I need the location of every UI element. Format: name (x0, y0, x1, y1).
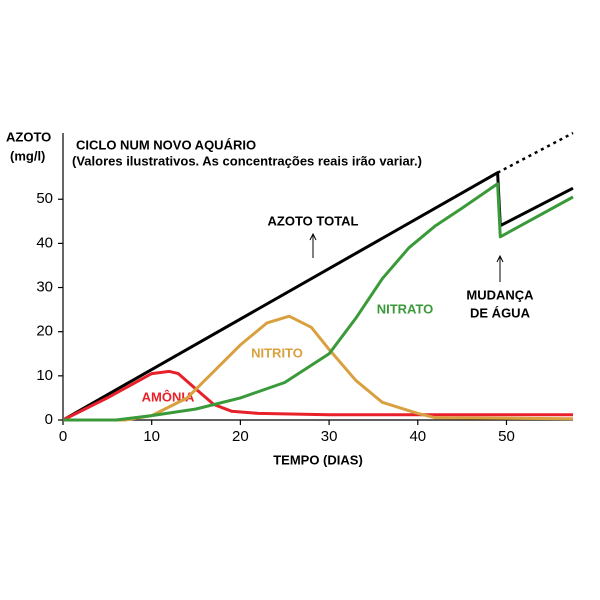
x-tick-label: 40 (409, 428, 426, 445)
annotation: DE ÁGUA (470, 305, 531, 320)
y-axis-label: AZOTO (6, 129, 51, 144)
series-line (62, 369, 573, 422)
y-tick-label: 50 (36, 190, 53, 207)
series-line (63, 314, 574, 422)
series-label: NITRATO (377, 301, 434, 316)
y-tick-label: 20 (36, 323, 53, 340)
series-line (497, 131, 574, 174)
x-tick-label: 10 (143, 428, 160, 445)
x-tick-label: 20 (232, 428, 249, 445)
x-tick-label: 30 (321, 428, 338, 445)
annotation: MUDANÇA (466, 287, 534, 302)
x-tick-label: 0 (59, 428, 67, 445)
y-tick-label: 0 (45, 411, 53, 428)
y-tick-label: 30 (36, 279, 53, 296)
series-label: NITRITO (251, 345, 303, 360)
x-axis-label: TEMPO (DIAS) (273, 452, 363, 467)
arrow (309, 232, 504, 282)
chart-title: CICLO NUM NOVO AQUÁRIO (76, 137, 256, 152)
chart-subtitle: (Valores ilustrativos. As concentrações … (72, 153, 422, 168)
x-tick-label: 50 (498, 428, 515, 445)
y-axis-label: (mg/l) (10, 148, 45, 163)
y-tick-label: 40 (36, 234, 53, 251)
series-line (63, 182, 574, 422)
series-label: AZOTO TOTAL (268, 213, 359, 228)
y-tick-label: 10 (36, 367, 53, 384)
